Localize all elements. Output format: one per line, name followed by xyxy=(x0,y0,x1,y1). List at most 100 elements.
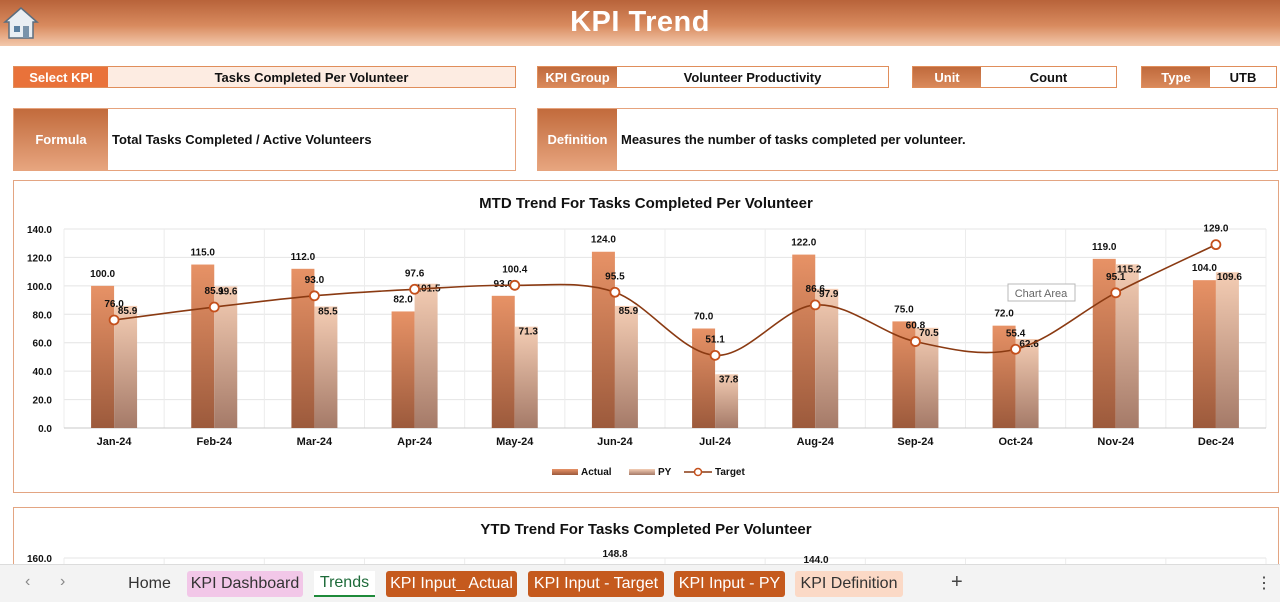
actual-data-label: 100.0 xyxy=(90,269,115,280)
tab-trends[interactable]: Trends xyxy=(314,571,375,597)
target-point xyxy=(1110,287,1122,299)
actual-bar xyxy=(1092,258,1116,428)
tooltip-box xyxy=(1007,283,1076,302)
y-tick-label: 140.0 xyxy=(27,225,52,236)
py-bar xyxy=(1215,272,1239,428)
unit-value: Count xyxy=(1029,69,1068,85)
formula-label: Formula xyxy=(14,109,108,170)
next-sheet-icon[interactable]: › xyxy=(60,573,66,590)
actual-bar xyxy=(91,285,115,428)
actual-data-label: 75.0 xyxy=(894,304,914,315)
legend-target-label: Target xyxy=(715,467,745,478)
mtd-chart-panel[interactable]: MTD Trend For Tasks Completed Per Volunt… xyxy=(13,180,1279,493)
select-kpi-dropdown[interactable]: Tasks Completed Per Volunteer xyxy=(108,67,515,87)
target-data-label: 85.1 xyxy=(205,286,225,297)
y-tick-label: 160.0 xyxy=(27,554,52,565)
py-data-label: 109.6 xyxy=(1217,272,1242,283)
x-tick-label: Jan-24 xyxy=(97,436,133,448)
header-banner: KPI Trend xyxy=(0,0,1280,46)
tab-kpi-input-target[interactable]: KPI Input - Target xyxy=(528,571,664,597)
add-sheet-icon[interactable]: + xyxy=(951,571,963,593)
actual-bar xyxy=(191,264,215,428)
target-point xyxy=(809,299,821,311)
select-kpi-label: Select KPI xyxy=(14,67,108,87)
actual-data-label: 104.0 xyxy=(1192,263,1217,274)
actual-bar xyxy=(591,251,615,428)
type-field: Type UTB xyxy=(1141,66,1277,88)
target-data-label: 129.0 xyxy=(1203,224,1228,235)
py-data-label: 37.8 xyxy=(719,374,739,385)
y-tick-label: 0.0 xyxy=(38,424,52,435)
target-data-label: 93.0 xyxy=(305,275,325,286)
x-tick-label: Jun-24 xyxy=(597,436,633,448)
target-point xyxy=(1210,239,1222,251)
target-data-label: 51.1 xyxy=(705,334,725,345)
py-bar xyxy=(815,288,839,428)
home-icon[interactable] xyxy=(2,4,40,42)
x-tick-label: Nov-24 xyxy=(1097,436,1135,448)
actual-bar xyxy=(892,321,916,428)
legend-py-swatch xyxy=(629,469,655,475)
x-tick-label: Dec-24 xyxy=(1198,436,1235,448)
legend-target-marker xyxy=(693,467,703,477)
tab-kpi-input-py[interactable]: KPI Input - PY xyxy=(674,571,785,597)
x-tick-label: Jul-24 xyxy=(699,436,732,448)
py-data-label: 85.9 xyxy=(118,306,138,317)
target-point xyxy=(910,336,921,347)
py-bar xyxy=(314,306,338,428)
type-label: Type xyxy=(1142,67,1210,87)
x-tick-label: Oct-24 xyxy=(998,436,1033,448)
actual-bar xyxy=(992,325,1016,428)
py-bar xyxy=(715,374,739,428)
prev-sheet-icon[interactable]: ‹ xyxy=(25,573,31,590)
unit-label: Unit xyxy=(913,67,981,87)
target-point xyxy=(309,290,320,302)
x-tick-label: Sep-24 xyxy=(897,436,934,448)
y-tick-label: 80.0 xyxy=(33,310,53,321)
legend-actual-label: Actual xyxy=(581,467,612,478)
data-label: 144.0 xyxy=(803,555,828,566)
target-data-label: 55.4 xyxy=(1006,328,1026,339)
legend-py-label: PY xyxy=(658,467,672,478)
target-point xyxy=(1010,343,1021,355)
py-bar xyxy=(1015,339,1039,428)
target-data-label: 95.1 xyxy=(1106,272,1126,283)
actual-data-label: 72.0 xyxy=(994,309,1014,320)
more-options-icon[interactable]: ⋮ xyxy=(1256,575,1272,592)
mtd-chart: 0.0 20.0 40.0 60.0 80.0 100.0 120.0 140.0 Jan-24… xyxy=(27,224,1267,478)
mtd-chart-title: MTD Trend For Tasks Completed Per Volunt… xyxy=(479,195,813,212)
target-data-label: 86.6 xyxy=(806,284,826,295)
py-data-label: 115.2 xyxy=(1117,264,1142,275)
py-data-label: 97.9 xyxy=(819,289,839,300)
actual-bar xyxy=(1192,280,1216,428)
py-data-label: 85.9 xyxy=(619,306,639,317)
tab-home[interactable]: Home xyxy=(128,575,171,592)
target-line xyxy=(113,243,1217,357)
chart-area-tooltip: Chart Area xyxy=(1007,283,1076,302)
chart-legend: Actual PY Target xyxy=(552,467,745,478)
actual-bar xyxy=(291,268,315,428)
py-bar xyxy=(214,286,238,428)
actual-data-label: 70.0 xyxy=(694,312,714,323)
legend-actual-swatch xyxy=(552,469,578,475)
actual-bar xyxy=(792,254,816,428)
actual-bar xyxy=(391,311,415,428)
actual-data-label: 124.0 xyxy=(591,235,616,246)
kpi-group-value: Volunteer Productivity xyxy=(683,69,822,85)
tab-kpi-definition[interactable]: KPI Definition xyxy=(795,571,903,597)
py-data-label: 99.6 xyxy=(218,286,238,297)
tab-kpi-dashboard[interactable]: KPI Dashboard xyxy=(187,571,303,597)
py-bar xyxy=(915,327,939,428)
x-tick-label: Aug-24 xyxy=(797,436,835,448)
py-bar xyxy=(114,305,138,428)
py-data-label: 70.5 xyxy=(919,328,939,339)
ytd-chart-title: YTD Trend For Tasks Completed Per Volunt… xyxy=(480,521,812,538)
tab-kpi-input-actual[interactable]: KPI Input_ Actual xyxy=(386,571,517,597)
y-tick-label: 60.0 xyxy=(33,339,53,350)
target-data-label: 95.5 xyxy=(605,271,625,282)
x-tick-label: Mar-24 xyxy=(297,436,333,448)
page-title: KPI Trend xyxy=(570,6,710,38)
select-kpi-field[interactable]: Select KPI Tasks Completed Per Volunteer xyxy=(13,66,516,88)
x-tick-label: Feb-24 xyxy=(197,436,233,448)
actual-data-label: 122.0 xyxy=(791,238,816,249)
